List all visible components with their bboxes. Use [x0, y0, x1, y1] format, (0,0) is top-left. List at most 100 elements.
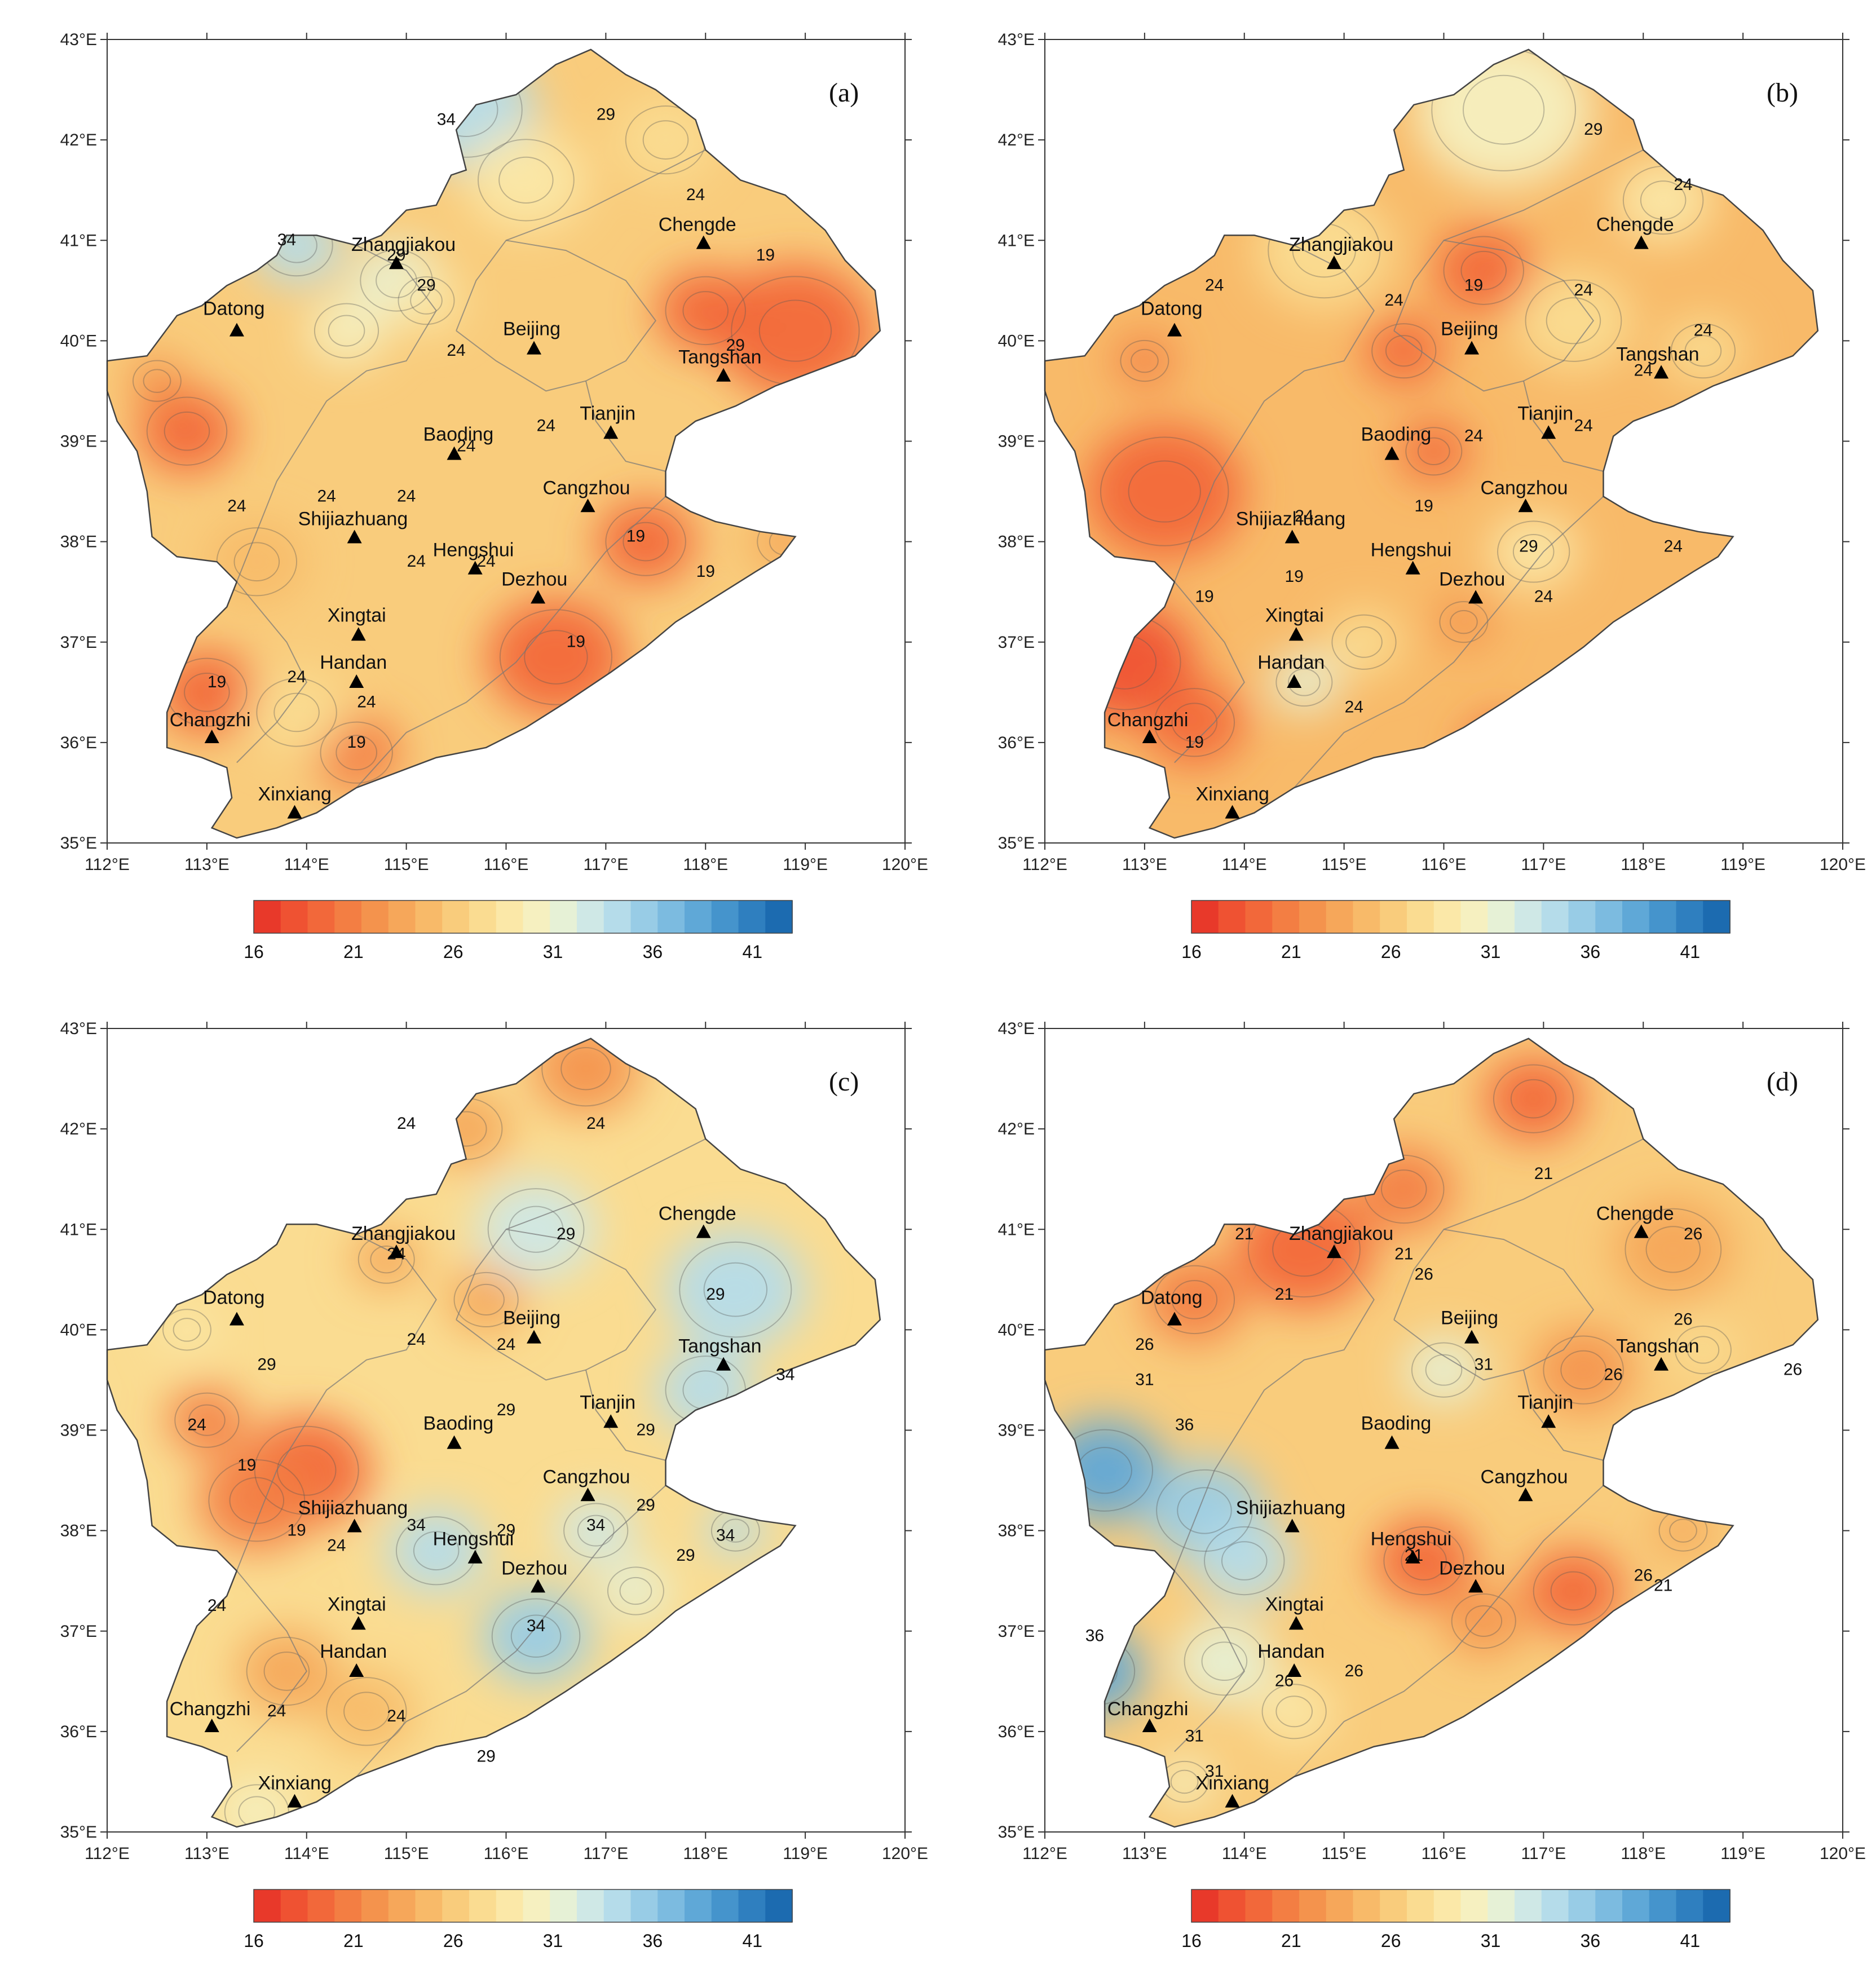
contour-line — [1383, 1526, 1464, 1596]
station-label: Changzhi — [1107, 1698, 1189, 1720]
panel-label: (a) — [829, 78, 859, 108]
y-tick-label: 41°E — [60, 1220, 97, 1239]
contour-label: 26 — [1684, 1225, 1702, 1243]
station-marker-icon — [1405, 560, 1420, 575]
y-tick-label: 35°E — [998, 834, 1035, 853]
contour-label: 36 — [1085, 1627, 1104, 1645]
contour-line — [1525, 279, 1622, 362]
x-tick-label: 114°E — [284, 855, 329, 874]
contour-line — [188, 1404, 226, 1436]
contour-label: 21 — [1654, 1577, 1672, 1595]
y-tick-label: 36°E — [998, 1723, 1035, 1741]
contour-line — [1560, 1350, 1606, 1390]
station-marker-icon — [527, 1330, 542, 1344]
field-cell — [1269, 652, 1339, 712]
contour-label: 29 — [497, 1401, 515, 1419]
colorbar-frame — [1191, 900, 1731, 934]
station-label: Chengde — [1596, 214, 1674, 236]
station-label: Baoding — [423, 424, 494, 445]
contour-line — [132, 360, 182, 402]
colorbar-segment — [711, 1889, 739, 1922]
x-tick-label: 114°E — [1222, 855, 1267, 874]
station-marker-icon — [1634, 1224, 1649, 1238]
contour-label: 31 — [1135, 1370, 1154, 1389]
field-cell — [481, 1589, 591, 1683]
contour-line — [1465, 1605, 1503, 1637]
contour-label: 24 — [287, 668, 306, 686]
x-tick-label: 116°E — [1422, 1844, 1467, 1863]
map-b: 112°E 113°E 114°E 115°E 116°E 117°E 118°E 119°E… — [998, 30, 1866, 962]
station-marker-icon — [1284, 529, 1300, 544]
colorbar-segment — [361, 1889, 389, 1922]
y-tick-label: 40°E — [998, 332, 1035, 350]
contour-line — [605, 507, 686, 576]
contour-label: 24 — [1574, 417, 1592, 435]
contour-line — [1417, 437, 1450, 465]
colorbar-segment — [415, 900, 443, 933]
panel-label: (d) — [1767, 1067, 1798, 1097]
contour-line — [1462, 74, 1545, 145]
contour-line — [1261, 1684, 1327, 1739]
panel-d: 112°E 113°E 114°E 115°E 116°E 117°E 118°E 119°E… — [938, 989, 1875, 1978]
contour-label: 29 — [597, 105, 615, 124]
contour-line — [577, 1515, 615, 1547]
contour-label: 29 — [557, 1225, 575, 1243]
station-label: Xinxiang — [258, 784, 332, 805]
contour-line — [1171, 703, 1218, 743]
station-label: Beijing — [503, 1308, 560, 1329]
x-tick-label: 112°E — [1022, 855, 1067, 874]
contour-line — [1670, 323, 1736, 379]
station-label: Zhangjiakou — [351, 234, 456, 255]
contour-line — [619, 1577, 652, 1605]
field-cell — [1489, 513, 1579, 590]
contour-line — [477, 139, 575, 222]
station-label: Baoding — [1361, 1413, 1432, 1434]
station-label: Hengshui — [433, 1529, 514, 1550]
colorbar-segment — [1326, 1889, 1354, 1922]
colorbar-tick-label: 21 — [343, 1931, 364, 1951]
contour-label: 24 — [227, 497, 246, 515]
station-label: Handan — [320, 1641, 387, 1662]
contour-line — [1546, 297, 1601, 345]
y-tick-label: 42°E — [60, 131, 97, 149]
x-tick-label: 117°E — [583, 855, 628, 874]
field-cell — [1533, 1327, 1634, 1412]
region-outline — [106, 48, 881, 839]
province-boundary — [585, 1370, 666, 1461]
station-label: Changzhi — [170, 709, 251, 731]
contour-line — [143, 369, 171, 393]
x-tick-label: 113°E — [1122, 1844, 1167, 1863]
station-label: Shijiazhuang — [1236, 1498, 1346, 1519]
field-cell — [246, 670, 347, 755]
field-cell — [1144, 1257, 1244, 1343]
station-marker-icon — [1384, 1435, 1400, 1449]
contour-line — [453, 1271, 519, 1328]
station-marker-icon — [1284, 1518, 1300, 1533]
contour-line — [1331, 614, 1397, 670]
contour-line — [360, 249, 433, 312]
y-tick-label: 38°E — [60, 533, 97, 551]
x-tick-label: 115°E — [1322, 1844, 1367, 1863]
contour-line — [357, 1235, 415, 1284]
contour-line — [1485, 736, 1522, 769]
station-marker-icon — [229, 1312, 244, 1326]
contour-line — [1401, 1541, 1447, 1580]
field-cell — [1484, 1056, 1584, 1141]
station-label: Datong — [1141, 298, 1203, 320]
station-label: Xinxiang — [258, 1773, 332, 1794]
station-marker-icon — [351, 1616, 366, 1630]
station-marker-icon — [1384, 446, 1400, 460]
station-label: Chengde — [1596, 1203, 1674, 1225]
station-label: Tianjin — [1517, 1392, 1573, 1413]
field-cell — [1524, 1548, 1623, 1633]
colorbar-segment — [496, 900, 524, 933]
colorbar-segment — [1407, 1889, 1434, 1922]
colorbar-tick-label: 16 — [1181, 1931, 1202, 1951]
x-tick-label: 114°E — [1222, 1844, 1267, 1863]
contour-line — [1288, 668, 1321, 696]
contour-line — [174, 1392, 240, 1448]
contour-label: 29 — [1584, 120, 1603, 139]
y-tick-label: 37°E — [60, 633, 97, 652]
field-cell — [197, 1449, 317, 1552]
colorbar: 16 21 26 31 36 41 — [244, 900, 793, 962]
